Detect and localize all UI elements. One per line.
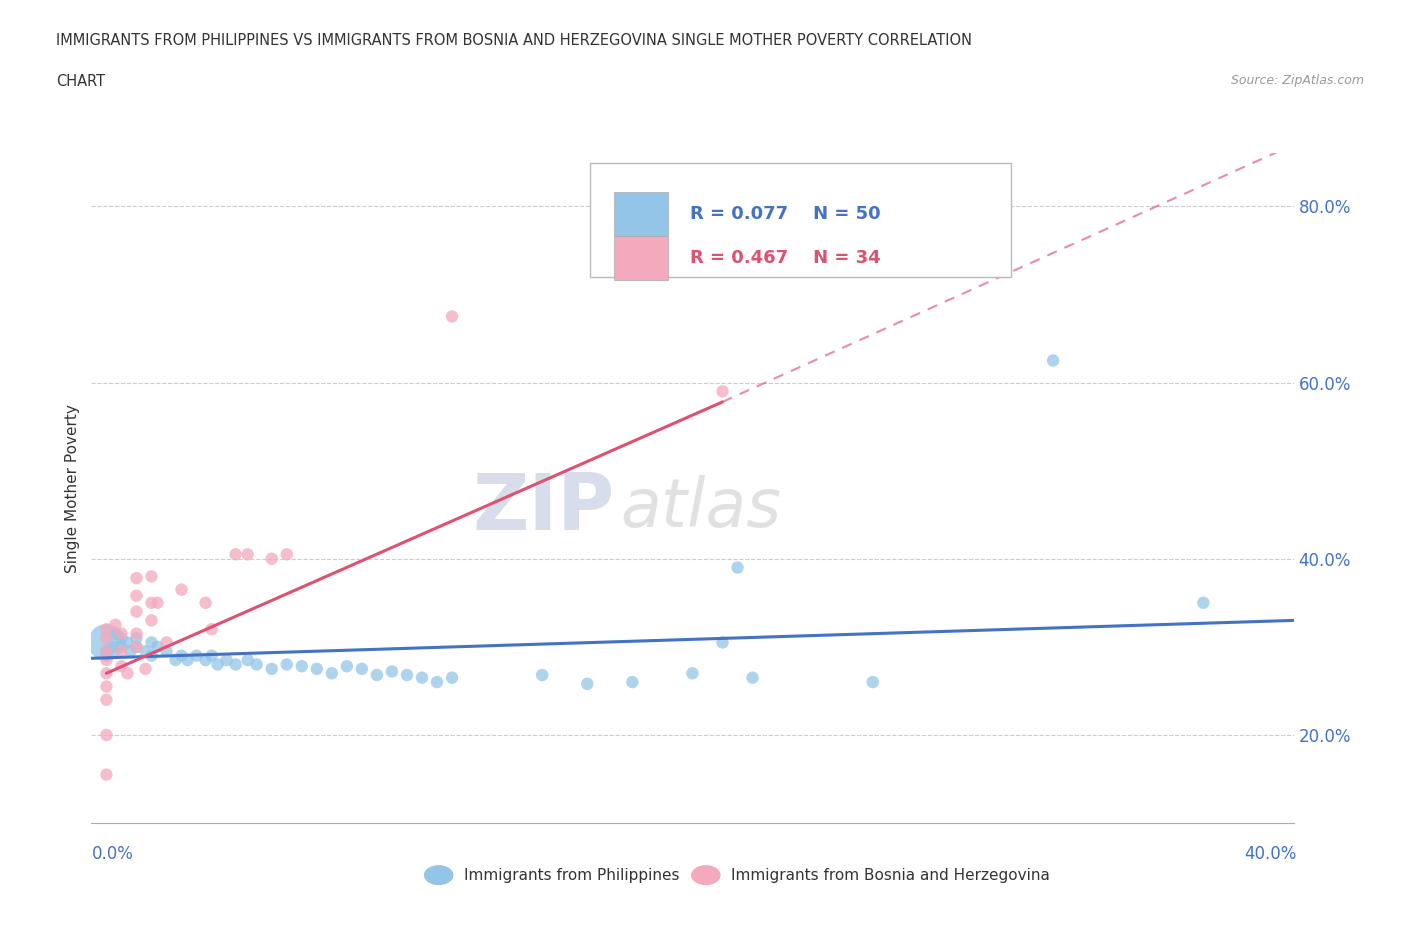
Point — [381, 664, 404, 679]
Point — [711, 384, 734, 399]
Point — [101, 640, 124, 655]
Point — [426, 674, 449, 689]
Point — [621, 674, 644, 689]
Point — [96, 644, 118, 658]
Point — [336, 658, 359, 673]
Point — [96, 644, 118, 658]
Point — [201, 648, 224, 663]
Point — [260, 661, 283, 676]
Text: 40.0%: 40.0% — [1244, 844, 1296, 863]
Point — [96, 666, 118, 681]
Point — [134, 661, 156, 676]
Point — [110, 626, 132, 641]
Point — [125, 631, 148, 645]
Text: Source: ZipAtlas.com: Source: ZipAtlas.com — [1230, 74, 1364, 87]
Point — [260, 551, 283, 566]
Text: CHART: CHART — [56, 74, 105, 89]
Point — [155, 644, 177, 658]
Point — [440, 309, 463, 324]
Point — [96, 727, 118, 742]
Point — [117, 635, 139, 650]
Point — [125, 571, 148, 586]
Text: R = 0.077    N = 50: R = 0.077 N = 50 — [690, 205, 880, 223]
Point — [681, 666, 703, 681]
Point — [291, 658, 314, 673]
Point — [110, 640, 132, 655]
Point — [96, 635, 118, 650]
Point — [276, 547, 298, 562]
Text: Immigrants from Bosnia and Herzegovina: Immigrants from Bosnia and Herzegovina — [731, 868, 1050, 883]
Point — [96, 648, 118, 663]
Point — [96, 692, 118, 707]
Point — [104, 626, 127, 641]
Point — [176, 653, 198, 668]
Point — [215, 653, 238, 668]
Point — [1042, 353, 1064, 368]
Point — [862, 674, 884, 689]
Point — [141, 635, 163, 650]
Text: R = 0.467    N = 34: R = 0.467 N = 34 — [690, 249, 880, 267]
Point — [576, 676, 599, 691]
Point — [134, 644, 156, 658]
Point — [207, 657, 229, 671]
Point — [170, 582, 193, 597]
Point — [321, 666, 343, 681]
FancyBboxPatch shape — [591, 164, 1011, 277]
FancyBboxPatch shape — [614, 236, 668, 280]
Point — [110, 658, 132, 673]
Point — [350, 661, 373, 676]
Point — [170, 648, 193, 663]
Point — [741, 671, 763, 685]
Text: IMMIGRANTS FROM PHILIPPINES VS IMMIGRANTS FROM BOSNIA AND HERZEGOVINA SINGLE MOT: IMMIGRANTS FROM PHILIPPINES VS IMMIGRANT… — [56, 33, 972, 47]
Point — [125, 604, 148, 619]
Point — [96, 622, 118, 637]
Point — [236, 547, 259, 562]
Point — [146, 595, 169, 610]
Point — [125, 640, 148, 655]
Point — [141, 569, 163, 584]
Point — [411, 671, 433, 685]
Point — [276, 657, 298, 671]
Point — [96, 767, 118, 782]
Point — [125, 589, 148, 604]
Point — [96, 679, 118, 694]
Point — [395, 668, 418, 683]
Point — [1192, 595, 1215, 610]
Point — [727, 560, 749, 575]
Point — [96, 631, 118, 645]
Point — [104, 618, 127, 632]
Point — [96, 653, 118, 668]
Point — [141, 595, 163, 610]
Text: ZIP: ZIP — [472, 471, 614, 546]
Point — [155, 635, 177, 650]
Point — [120, 644, 142, 658]
Text: 0.0%: 0.0% — [91, 844, 134, 863]
Point — [531, 668, 554, 683]
Point — [110, 631, 132, 645]
Text: Immigrants from Philippines: Immigrants from Philippines — [464, 868, 679, 883]
Point — [194, 595, 217, 610]
Point — [236, 653, 259, 668]
Point — [246, 657, 269, 671]
Y-axis label: Single Mother Poverty: Single Mother Poverty — [65, 404, 80, 573]
Point — [225, 547, 247, 562]
Point — [165, 653, 187, 668]
Point — [146, 640, 169, 655]
Point — [305, 661, 328, 676]
Text: atlas: atlas — [620, 475, 782, 541]
Point — [125, 640, 148, 655]
FancyBboxPatch shape — [614, 193, 668, 235]
Point — [225, 657, 247, 671]
Point — [440, 671, 463, 685]
Point — [711, 635, 734, 650]
Point — [117, 666, 139, 681]
Point — [186, 648, 208, 663]
Point — [194, 653, 217, 668]
Point — [141, 648, 163, 663]
Point — [141, 613, 163, 628]
Point — [366, 668, 388, 683]
Point — [125, 626, 148, 641]
Point — [110, 644, 132, 658]
Point — [201, 622, 224, 637]
